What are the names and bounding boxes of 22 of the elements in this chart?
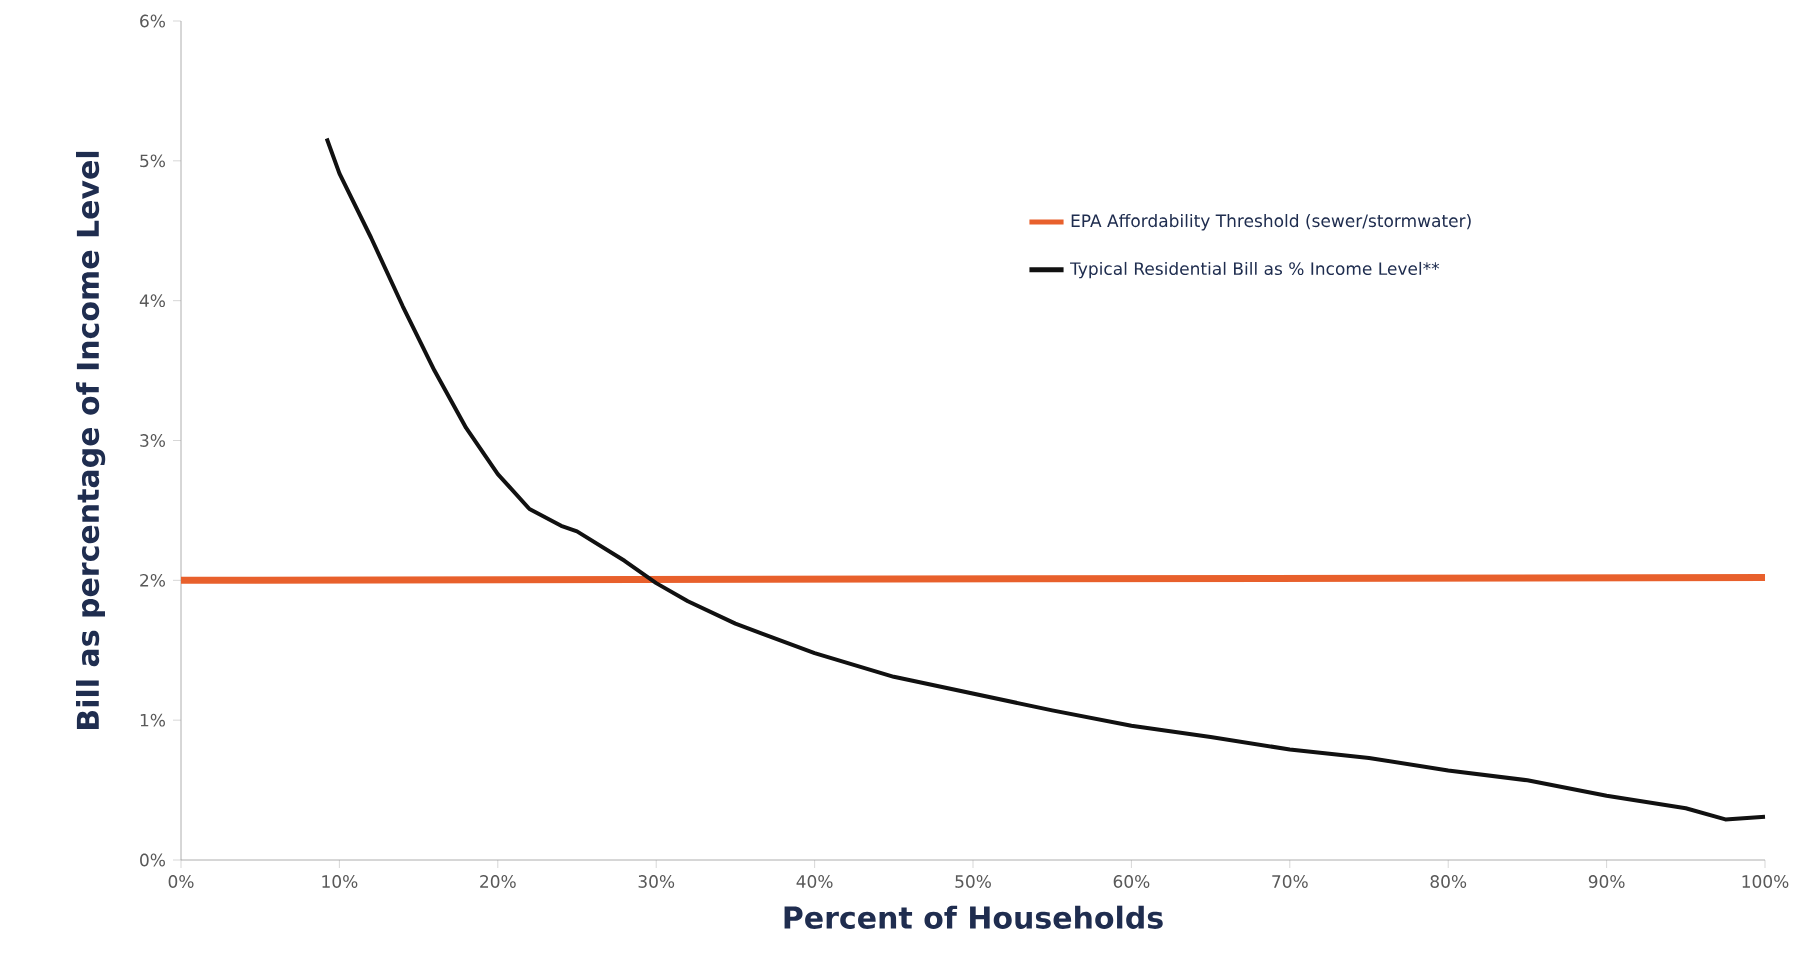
x-tick-label: 50%	[955, 875, 991, 888]
legend-label: Typical Residential Bill as % Income Level**	[1070, 261, 1440, 279]
x-tick-label: 100%	[1742, 875, 1789, 888]
legend-label: EPA Affordability Threshold (sewer/stormwater)	[1071, 213, 1471, 231]
x-axis-title: Percent of Households	[784, 905, 1163, 929]
y-tick-label: 0%	[140, 853, 165, 867]
x-tick-label: 40%	[796, 875, 833, 888]
x-tick-label: 60%	[1113, 875, 1150, 888]
y-tick-label: 5%	[140, 154, 165, 168]
x-tick-label: 70%	[1272, 875, 1308, 888]
y-tick-label: 6%	[140, 14, 165, 28]
y-tick-label: 1%	[140, 713, 165, 727]
y-tick-label: 4%	[139, 294, 165, 308]
x-tick-label: 90%	[1588, 875, 1625, 888]
x-tick-label: 20%	[480, 875, 516, 888]
x-tick-label: 80%	[1430, 875, 1467, 888]
x-tick-label: 10%	[322, 875, 358, 888]
x-tick-label: 30%	[638, 875, 675, 888]
x-tick-label: 0%	[168, 875, 194, 888]
y-tick-label: 3%	[140, 434, 165, 447]
y-tick-label: 2%	[140, 573, 165, 587]
y-axis-title: Bill as percentage of Income Level	[75, 151, 106, 729]
